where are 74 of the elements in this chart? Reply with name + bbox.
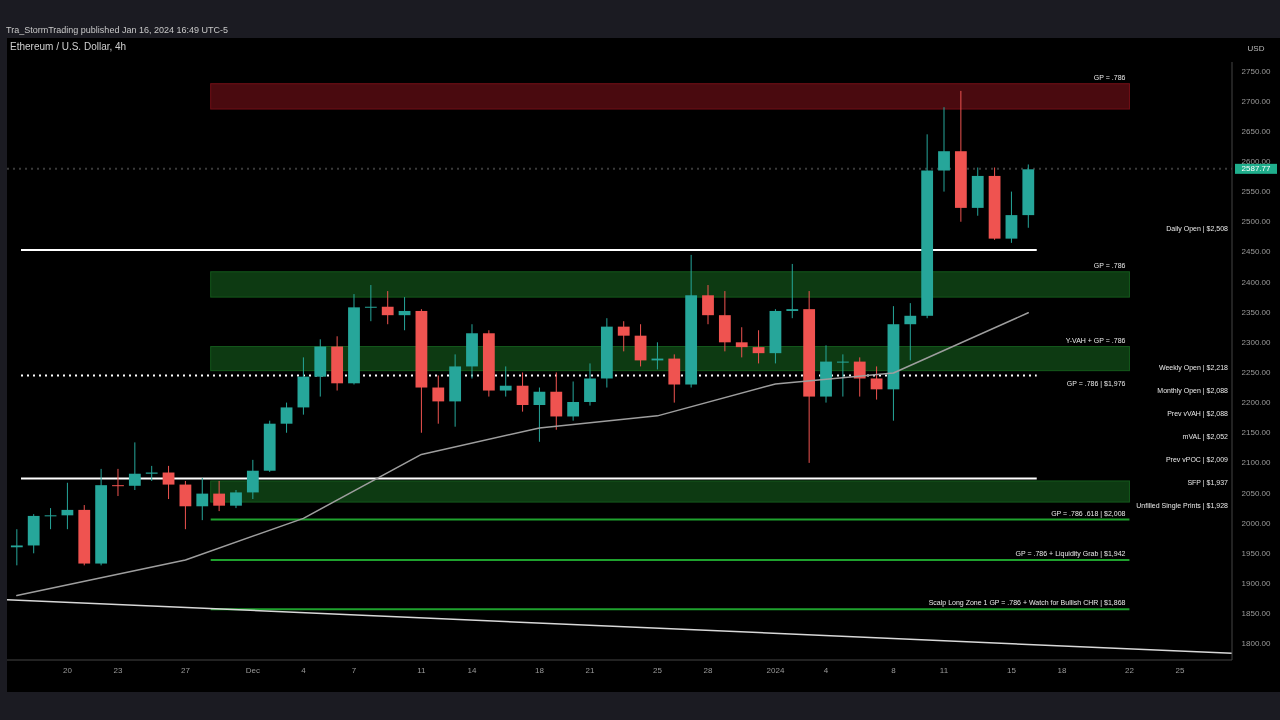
y-tick-label: 1850.00 <box>1241 609 1272 619</box>
x-tick-label: 15 <box>1006 666 1017 675</box>
y-tick-label: 2250.00 <box>1241 368 1272 378</box>
x-tick-label: 20 <box>62 666 73 675</box>
candlestick <box>44 507 57 530</box>
candlestick <box>735 326 748 358</box>
candlestick <box>230 489 242 509</box>
candlestick <box>432 374 445 425</box>
y-tick-label: 2750.00 <box>1241 66 1272 76</box>
x-tick-label: 18 <box>534 666 545 675</box>
candlestick <box>533 387 546 443</box>
candlestick <box>516 371 529 413</box>
candlestick <box>112 468 124 497</box>
x-tick-label: 18 <box>1057 666 1068 675</box>
candlestick <box>128 441 141 491</box>
text: 2587.77 <box>1241 164 1272 174</box>
x-tick-label: 14 <box>467 666 477 675</box>
candlestick <box>702 284 714 325</box>
x-tick-label: Dec <box>245 666 260 675</box>
text: USD <box>1247 43 1265 53</box>
y-tick-label: 2050.00 <box>1241 488 1272 498</box>
candlestick <box>567 381 580 422</box>
y-tick-label: 2400.00 <box>1241 277 1272 287</box>
candlestick <box>381 290 394 325</box>
y-tick-label: 2000.00 <box>1241 518 1272 528</box>
x-tick-label: 8 <box>891 666 897 675</box>
candlestick <box>904 302 917 361</box>
y-tick-label: 2650.00 <box>1241 126 1272 136</box>
candlestick <box>752 329 765 364</box>
y-tick-label: 2200.00 <box>1241 398 1272 408</box>
x-tick-label: 4 <box>823 666 829 675</box>
y-tick-label: 2700.00 <box>1241 96 1272 106</box>
x-tick-label: 22 <box>1125 666 1135 675</box>
candlestick <box>10 528 23 566</box>
candlestick <box>179 480 192 530</box>
y-tick-label: 2100.00 <box>1241 458 1272 468</box>
x-tick-label: 23 <box>113 666 123 675</box>
y-tick-label: 2350.00 <box>1241 307 1272 317</box>
x-tick-label: 25 <box>652 666 663 675</box>
candlestick <box>364 284 377 322</box>
y-tick-label: 2550.00 <box>1241 187 1272 197</box>
candlestick <box>499 365 512 398</box>
chart-title: Ethereum / U.S. Dollar, 4h <box>10 41 127 52</box>
x-tick-label: 7 <box>351 666 357 675</box>
y-tick-label: 1950.00 <box>1241 548 1272 558</box>
chart-subtitle: Tra_StormTrading published Jan 16, 2024 16:49 UTC-5 <box>6 25 228 35</box>
x-tick-label: 21 <box>585 666 595 675</box>
x-tick-label: 11 <box>417 666 427 675</box>
x-tick-label: 27 <box>180 666 191 675</box>
candlestick <box>938 106 950 193</box>
candlestick <box>1005 191 1018 244</box>
y-tick-label: 1900.00 <box>1241 579 1272 588</box>
candlestick <box>584 362 596 407</box>
y-tick-label: 2500.00 <box>1241 217 1272 227</box>
y-tick-label: 2450.00 <box>1241 247 1272 257</box>
line-series <box>16 312 1030 597</box>
y-tick-label: 2600.00 <box>1241 157 1272 167</box>
candlestick <box>196 477 209 521</box>
y-tick-label: 1800.00 <box>1241 639 1272 649</box>
candlestick <box>162 465 175 500</box>
x-tick-label: 28 <box>703 666 713 675</box>
y-tick-label: 2300.00 <box>1241 337 1272 347</box>
candlestick <box>617 320 630 352</box>
candlestick <box>836 353 849 398</box>
candlestick <box>786 263 799 319</box>
candlestick <box>870 365 883 401</box>
candlestick <box>213 480 226 512</box>
x-tick-label: 25 <box>1175 666 1186 675</box>
candlestick <box>280 402 293 434</box>
x-tick-label: 2024 <box>766 666 785 675</box>
x-tick-label: 11 <box>939 666 949 675</box>
y-tick-label: 2150.00 <box>1241 428 1272 438</box>
candlestick <box>246 459 259 500</box>
x-tick-label: 4 <box>301 666 307 675</box>
